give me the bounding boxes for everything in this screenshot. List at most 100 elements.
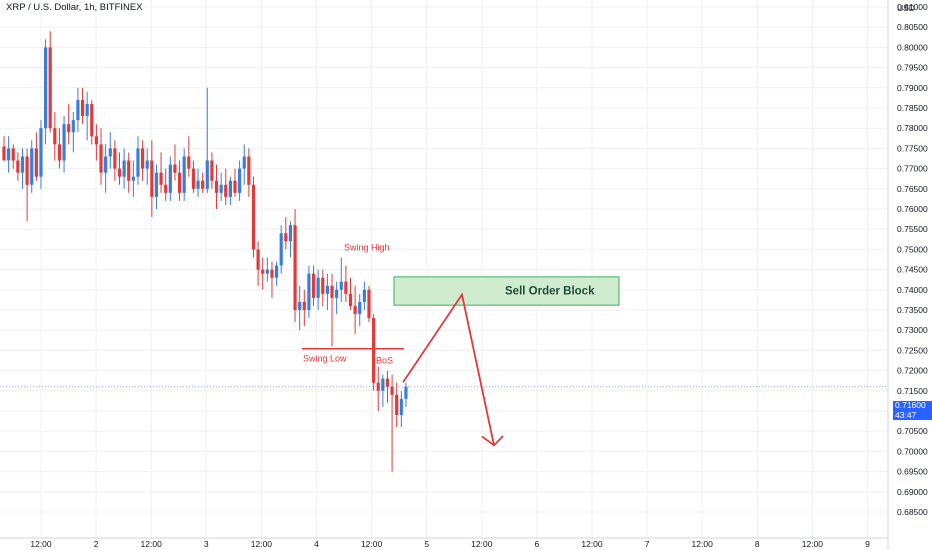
candle-body <box>311 273 316 298</box>
candle-body <box>399 398 403 416</box>
candle-body <box>7 148 11 161</box>
candle-body <box>85 103 89 117</box>
candle-body <box>108 148 112 157</box>
candle-body <box>335 289 339 298</box>
candle-body <box>228 180 232 197</box>
sell-order-block-label: Sell Order Block <box>505 286 595 298</box>
candle-body <box>284 233 288 242</box>
candle-body <box>385 378 390 387</box>
candle-body <box>113 148 117 169</box>
price-tick-label: 0.69000 <box>897 487 928 497</box>
candle-body <box>11 148 15 161</box>
candle-body <box>205 160 209 189</box>
price-tick-label: 0.79000 <box>897 83 928 93</box>
candle-body <box>339 281 343 290</box>
candle-body <box>173 164 177 173</box>
candle-body <box>191 168 196 189</box>
candle-body <box>353 305 357 315</box>
candle-body <box>376 382 380 391</box>
candle-body <box>362 289 366 302</box>
candle-body <box>293 225 297 310</box>
candle-body <box>321 277 325 294</box>
price-tick-label: 0.69500 <box>897 467 928 477</box>
candle-body <box>150 160 154 197</box>
candle-body <box>187 156 191 169</box>
candle-body <box>298 301 302 310</box>
candle-body <box>164 184 168 193</box>
price-tick-label: 0.72000 <box>897 366 928 376</box>
candle-body <box>395 394 399 416</box>
price-tick-label: 0.80000 <box>897 42 928 52</box>
price-tick-label: 0.70000 <box>897 446 928 456</box>
time-tick-label: 4 <box>314 539 319 549</box>
annotations <box>302 292 504 447</box>
price-tick-label: 0.72500 <box>897 345 928 355</box>
price-tick-label: 0.68500 <box>897 507 928 517</box>
candle-body <box>53 128 57 145</box>
candle-body <box>71 120 75 133</box>
time-tick-label: 3 <box>204 539 209 549</box>
price-tick-label: 0.77500 <box>897 143 928 153</box>
current-price-value: 0.71600 <box>895 400 926 410</box>
candle-body <box>122 160 126 177</box>
candle-body <box>381 378 385 391</box>
candle-body <box>90 103 94 137</box>
candle-body <box>214 180 219 193</box>
price-tick-label: 0.75000 <box>897 244 928 254</box>
candle-body <box>57 144 62 161</box>
candle-body <box>99 144 103 173</box>
candle-body <box>43 47 48 129</box>
candles <box>2 31 408 472</box>
candle-body <box>238 168 242 193</box>
price-tick-label: 0.77000 <box>897 164 928 174</box>
candle-body <box>288 225 293 242</box>
candle-body <box>117 168 122 177</box>
candle-body <box>25 156 29 185</box>
time-tick-label: 12:00 <box>581 539 603 549</box>
candle-body <box>224 184 228 197</box>
candle-body <box>159 172 163 185</box>
candle-body <box>62 124 66 161</box>
sell-order-block-zone[interactable] <box>393 276 620 306</box>
time-axis[interactable]: 12:00 2 12:00 3 12:00 4 12:00 5 12:00 6 12:00 7 12:0… <box>0 537 888 549</box>
candle-body <box>2 146 6 161</box>
time-tick-label: 6 <box>535 539 540 549</box>
price-tick-label: 0.80500 <box>897 22 928 32</box>
candle-body <box>48 47 52 129</box>
price-tick-label: 0.78000 <box>897 123 928 133</box>
candle-body <box>30 148 34 185</box>
candle-body <box>177 172 182 193</box>
candle-body <box>34 148 38 177</box>
arrow-head <box>481 435 504 447</box>
candle-body <box>265 269 269 274</box>
price-tick-label: 0.74500 <box>897 265 928 275</box>
candle-body <box>242 156 246 169</box>
candle-body <box>367 289 371 319</box>
candle-body <box>131 176 135 181</box>
candle-body <box>39 128 43 177</box>
candle-body <box>307 273 311 310</box>
time-tick-label: 12:00 <box>692 539 714 549</box>
time-tick-label: 7 <box>645 539 650 549</box>
time-tick-label: 2 <box>94 539 99 549</box>
currency-label: USD <box>897 3 915 13</box>
bar-countdown: 43:47 <box>895 409 917 420</box>
candle-body <box>141 148 145 169</box>
price-tick-label: 0.81000 <box>897 2 928 12</box>
price-tick-label: 0.73500 <box>897 305 928 315</box>
price-tick-label: 0.78500 <box>897 103 928 113</box>
price-axis[interactable]: 0.81000 0.80500 0.80000 0.79500 0.79000 0.785… <box>887 0 928 550</box>
candle-body <box>127 160 131 181</box>
projected-path-arrow <box>402 292 495 446</box>
price-tick-label: 0.70500 <box>897 426 928 436</box>
time-tick-label: 12:00 <box>802 539 824 549</box>
candle-body <box>358 301 362 315</box>
candle-body <box>330 285 334 298</box>
candle-body <box>80 99 85 117</box>
candle-body <box>182 156 186 193</box>
candle-body <box>168 164 172 193</box>
price-tick-label: 0.75500 <box>897 224 928 234</box>
time-tick-label: 9 <box>865 539 870 549</box>
price-tick-label: 0.79500 <box>897 63 928 73</box>
